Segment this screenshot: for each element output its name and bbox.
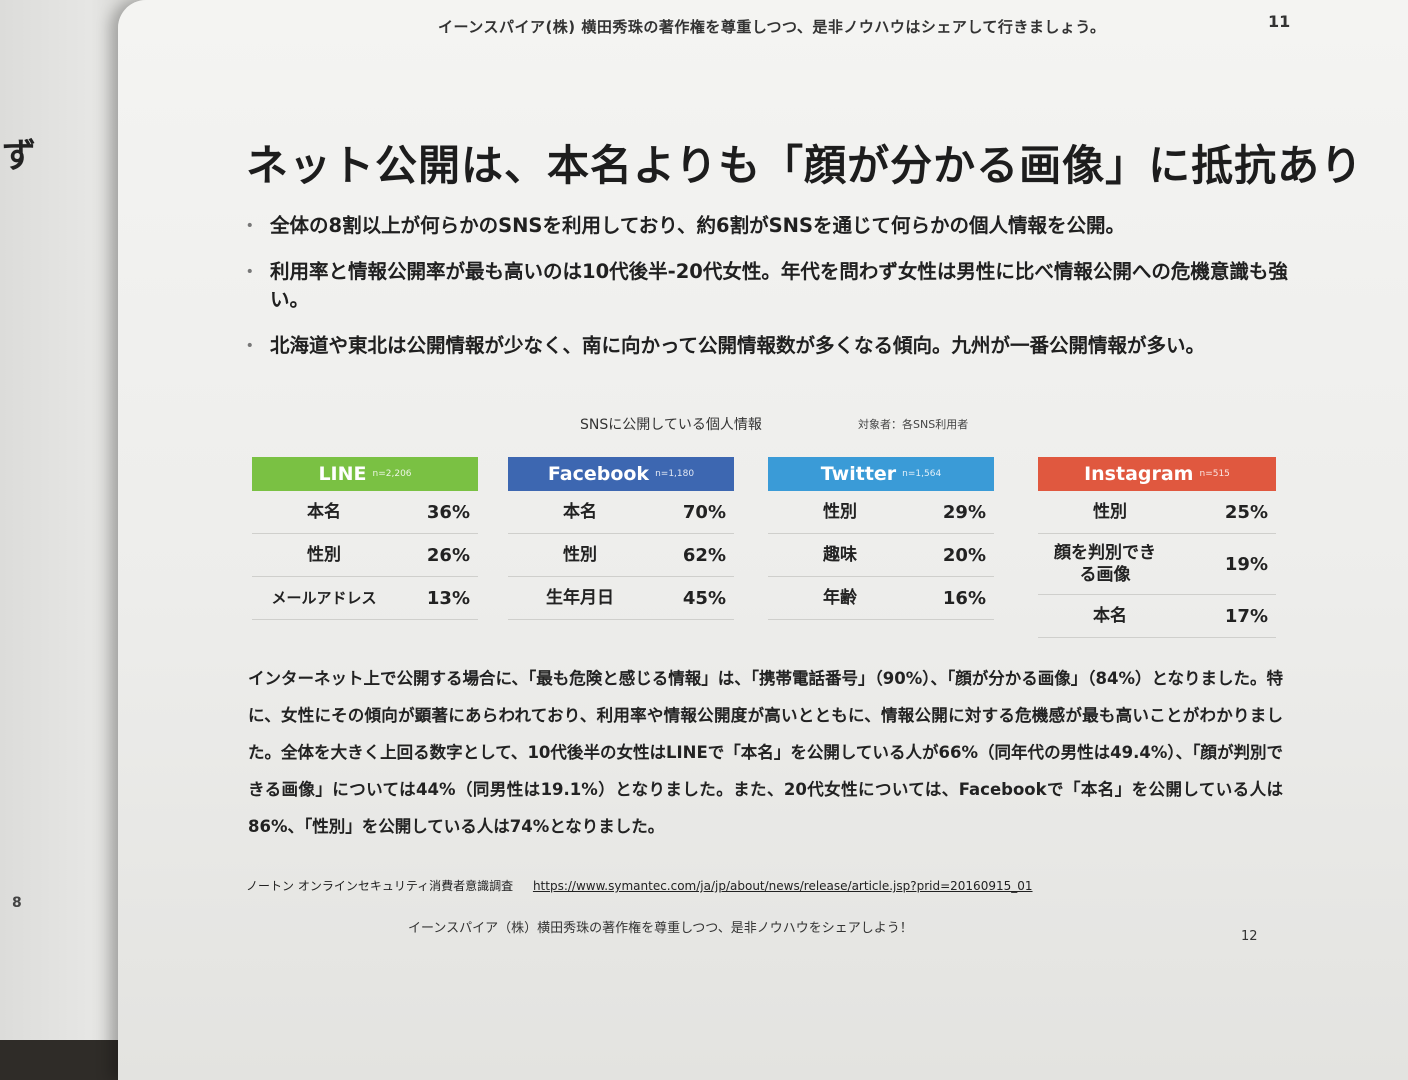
stat-row: 本名 36% <box>252 491 478 534</box>
slide-title: ネット公開は、本名よりも「顔が分かる画像」に抵抗あり <box>246 141 1364 190</box>
sample-size: n=2,206 <box>372 469 412 479</box>
document-page: イーンスパイア(株) 横田秀珠の著作権を尊重しつつ、是非ノウハウはシェアして行き… <box>118 0 1408 1080</box>
sns-card-instagram: Instagram n=515 性別 25% 顔を判別できる画像 19% 本名 … <box>1038 457 1276 638</box>
stat-row: メールアドレス 13% <box>252 577 478 620</box>
stat-row: 性別 29% <box>768 491 994 534</box>
stat-row: 本名 17% <box>1038 595 1276 638</box>
left-page-number: 8 <box>12 895 22 911</box>
stat-label: 本名 <box>563 502 597 522</box>
sns-card-header: Facebook n=1,180 <box>508 457 734 491</box>
stat-row: 顔を判別できる画像 19% <box>1038 534 1276 595</box>
stat-label: 顔を判別できる画像 <box>1054 543 1156 585</box>
stat-row: 生年月日 45% <box>508 577 734 620</box>
stat-label: 性別 <box>307 545 341 565</box>
sns-name: Twitter <box>820 463 897 485</box>
stat-row: 性別 25% <box>1038 491 1276 534</box>
sns-name: Facebook <box>547 463 650 485</box>
sns-name: Instagram <box>1084 463 1194 485</box>
footer-text: イーンスパイア（株）横田秀珠の著作権を尊重しつつ、是非ノウハウをシェアしよう！ <box>408 921 913 936</box>
stat-value: 17% <box>1224 605 1268 627</box>
stat-label: 性別 <box>1093 502 1127 522</box>
sns-card-twitter: Twitter n=1,564 性別 29% 趣味 20% 年齢 16% <box>768 457 994 620</box>
stat-value: 45% <box>682 587 726 609</box>
stat-value: 29% <box>942 501 986 523</box>
body-paragraph: インターネット上で公開する場合に、「最も危険と感じる情報」は、「携帯電話番号」（… <box>248 669 1283 836</box>
sns-card-header: Twitter n=1,564 <box>768 457 994 491</box>
stat-value: 26% <box>426 544 470 566</box>
stat-value: 16% <box>942 587 986 609</box>
stat-value: 62% <box>682 544 726 566</box>
stat-value: 13% <box>426 587 470 609</box>
header-page-number: 11 <box>1268 12 1291 31</box>
stat-label: 性別 <box>823 502 857 522</box>
stat-label: 性別 <box>563 545 597 565</box>
sns-card-line: LINE n=2,206 本名 36% 性別 26% メールアドレス 13% <box>252 457 478 620</box>
chart-caption: SNSに公開している個人情報 <box>580 417 762 433</box>
sns-card-facebook: Facebook n=1,180 本名 70% 性別 62% 生年月日 45% <box>508 457 734 620</box>
stat-label: メールアドレス <box>271 589 377 607</box>
stat-label: 本名 <box>1093 606 1127 626</box>
stat-row: 趣味 20% <box>768 534 994 577</box>
stat-value: 19% <box>1224 553 1268 575</box>
source-label: ノートン オンラインセキュリティ消費者意識調査 <box>246 879 514 893</box>
left-page-edge-text: ず <box>2 136 36 176</box>
source-citation: ノートン オンラインセキュリティ消費者意識調査 https://www.syma… <box>246 877 1033 894</box>
stat-row: 性別 26% <box>252 534 478 577</box>
source-link[interactable]: https://www.symantec.com/ja/jp/about/new… <box>532 879 1033 893</box>
chart-caption-target: 対象者：各SNS利用者 <box>858 418 969 431</box>
sns-card-header: LINE n=2,206 <box>252 457 478 491</box>
sns-name: LINE <box>318 463 367 485</box>
stat-row: 年齢 16% <box>768 577 994 620</box>
sample-size: n=1,180 <box>655 469 695 479</box>
bullet-item: 利用率と情報公開率が最も高いのは10代後半-20代女性。年代を問わず女性は男性に… <box>240 258 1298 314</box>
bullet-item: 北海道や東北は公開情報が少なく、南に向かって公開情報数が多くなる傾向。九州が一番… <box>240 332 1298 360</box>
sample-size: n=1,564 <box>902 469 942 479</box>
footer-page-number: 12 <box>1241 929 1258 944</box>
stat-value: 36% <box>426 501 470 523</box>
stat-label: 趣味 <box>823 545 857 565</box>
stat-value: 20% <box>942 544 986 566</box>
stat-label: 生年月日 <box>546 588 614 608</box>
bullet-item: 全体の8割以上が何らかのSNSを利用しており、約6割がSNSを通じて何らかの個人… <box>240 212 1298 240</box>
stat-value: 25% <box>1224 501 1268 523</box>
stat-row: 性別 62% <box>508 534 734 577</box>
stat-row: 本名 70% <box>508 491 734 534</box>
bullet-list: 全体の8割以上が何らかのSNSを利用しており、約6割がSNSを通じて何らかの個人… <box>240 212 1298 378</box>
stat-label: 本名 <box>307 502 341 522</box>
stat-value: 70% <box>682 501 726 523</box>
running-header: イーンスパイア(株) 横田秀珠の著作権を尊重しつつ、是非ノウハウはシェアして行き… <box>438 18 1106 36</box>
sns-card-header: Instagram n=515 <box>1038 457 1276 491</box>
sample-size: n=515 <box>1199 469 1230 479</box>
stat-label: 年齢 <box>823 588 857 608</box>
